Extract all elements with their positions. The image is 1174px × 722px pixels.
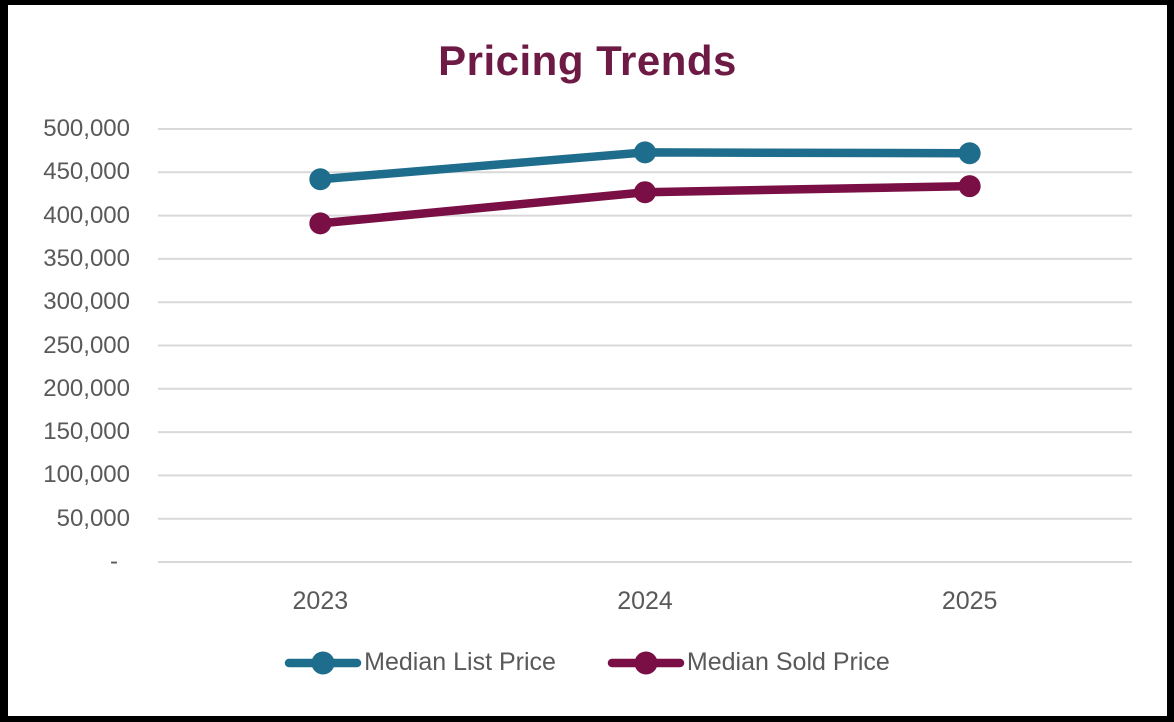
plot-area xyxy=(158,128,1132,563)
legend-line-marker-icon xyxy=(284,651,362,674)
legend-item: Median List Price xyxy=(284,648,556,677)
legend-line-marker-icon xyxy=(607,651,685,674)
y-tick-label: 100,000 xyxy=(43,461,130,489)
chart-canvas: Pricing Trends - 50,000 100,000 150,000 200,… xyxy=(8,5,1167,716)
y-tick-label: 250,000 xyxy=(43,331,130,359)
data-point-marker xyxy=(309,212,332,235)
y-tick-label: 450,000 xyxy=(43,158,130,186)
chart-title: Pricing Trends xyxy=(438,37,737,84)
data-point-marker xyxy=(958,142,981,165)
data-point-marker xyxy=(634,141,656,164)
x-tick-label: 2025 xyxy=(941,587,998,615)
y-tick-label: - xyxy=(110,548,118,575)
legend-label-median-sold-price: Median Sold Price xyxy=(686,648,890,676)
data-point-marker xyxy=(634,181,656,204)
x-tick-label: 2024 xyxy=(617,587,673,615)
legend-item: Median Sold Price xyxy=(607,648,890,677)
data-point-marker xyxy=(958,175,981,198)
legend-label-median-list-price: Median List Price xyxy=(364,648,556,676)
y-tick-label: 200,000 xyxy=(43,374,130,402)
x-tick-label: 2023 xyxy=(292,587,349,615)
y-tick-label: 500,000 xyxy=(43,115,130,142)
y-tick-label: 350,000 xyxy=(43,244,130,272)
y-axis-labels: - 50,000 100,000 150,000 200,000 250,000 300,0… xyxy=(8,115,140,575)
legend: Median List Price Median Sold Price xyxy=(8,648,1167,677)
y-tick-label: 50,000 xyxy=(56,504,130,532)
y-tick-label: 400,000 xyxy=(43,201,130,229)
y-tick-label: 300,000 xyxy=(43,288,130,316)
data-point-marker xyxy=(309,168,332,191)
y-tick-label: 150,000 xyxy=(43,418,130,446)
